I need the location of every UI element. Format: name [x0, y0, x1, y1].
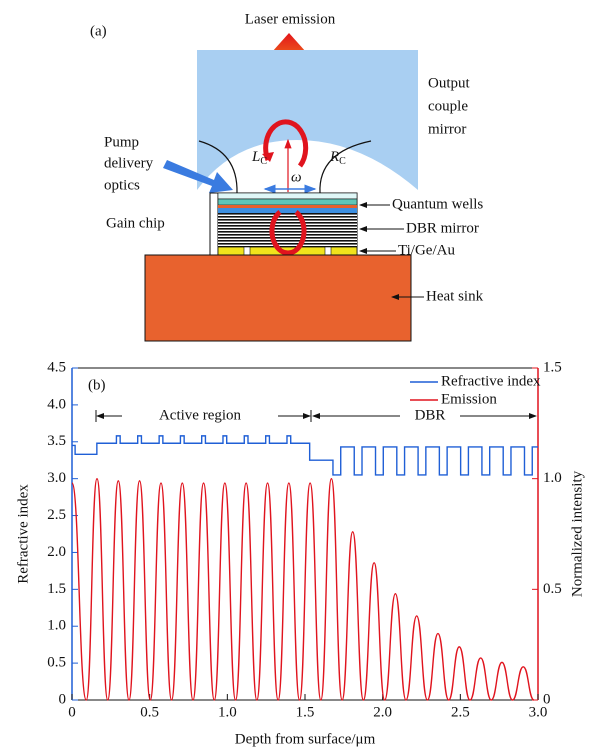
cavity-mode — [263, 119, 309, 168]
y2-tick-label: 0.5 — [543, 581, 562, 597]
chip-mode — [269, 210, 307, 256]
symbol: R — [329, 149, 339, 165]
symbol: L — [251, 149, 260, 165]
pump-label: Pump — [104, 134, 139, 150]
y2-tick-label: 1.0 — [543, 470, 562, 486]
beam-waist-label: ω — [291, 169, 302, 185]
cavity-length-label: LC — [251, 149, 267, 167]
y2-axis-label: Normalized intensity — [569, 470, 585, 597]
metal-gap — [324, 246, 332, 256]
x-axis-label: Depth from surface/μm — [235, 731, 376, 747]
dbr-layer — [218, 213, 357, 247]
annotation: Active region — [159, 407, 242, 423]
series-line — [72, 435, 538, 476]
pump-arrow — [163, 160, 233, 193]
metal-gap — [243, 246, 251, 256]
quantum-well-layer — [217, 198, 358, 206]
y-tick-label: 4.0 — [47, 396, 66, 412]
heat-sink-label: Heat sink — [426, 288, 484, 304]
y-tick-label: 3.0 — [47, 470, 66, 486]
mirror-label: Output — [428, 75, 471, 91]
y-tick-label: 2.0 — [47, 544, 66, 560]
metal-label: Ti/Ge/Au — [398, 242, 455, 258]
legend-label: Refractive index — [441, 373, 541, 389]
pump-label: optics — [104, 177, 140, 193]
cavity-line — [198, 140, 238, 194]
x-tick-label: 1.0 — [218, 704, 237, 720]
annotation: DBR — [415, 407, 446, 423]
diagram: (a) Laser emission Output couple mirror … — [90, 11, 484, 342]
gain-chip-label: Gain chip — [106, 215, 165, 231]
x-tick-label: 0.5 — [140, 704, 159, 720]
pump-label: delivery — [104, 155, 154, 171]
chart: 0 0.5 1.0 1.5 2.0 2.5 3.000.51.01.52.02.53.03.… — [15, 359, 585, 747]
output-mirror — [197, 50, 418, 190]
y-tick-label: 0 — [59, 691, 67, 707]
cavity-line — [319, 140, 372, 194]
y-axis-label: Refractive index — [15, 484, 31, 584]
x-tick-label: 3.0 — [529, 704, 548, 720]
y-tick-label: 1.0 — [47, 618, 66, 634]
gain-chip-bracket — [209, 192, 218, 256]
laser-emission-label: Laser emission — [245, 11, 336, 27]
x-tick-label: 2.0 — [373, 704, 392, 720]
y2-tick-label: 0 — [543, 691, 551, 707]
panel-label: (b) — [88, 377, 106, 393]
y-tick-label: 1.5 — [47, 581, 66, 597]
radius-label: RC — [329, 149, 346, 167]
chip-layer — [217, 192, 358, 200]
x-tick-label: 2.5 — [451, 704, 470, 720]
subscript: C — [339, 156, 346, 167]
y-tick-label: 3.5 — [47, 433, 66, 449]
dbr-mirror-label: DBR mirror — [406, 220, 479, 236]
chip-layer — [218, 208, 357, 213]
mirror-label: mirror — [428, 121, 466, 137]
heat-sink — [144, 254, 412, 342]
y-tick-label: 2.5 — [47, 507, 66, 523]
y-tick-label: 4.5 — [47, 359, 66, 375]
quantum-wells-label: Quantum wells — [392, 196, 483, 212]
subscript: C — [260, 156, 267, 167]
series-line — [71, 477, 535, 701]
x-tick-label: 0 — [68, 704, 76, 720]
legend-label: Emission — [441, 391, 497, 407]
y-tick-label: 0.5 — [47, 655, 66, 671]
x-tick-label: 1.5 — [296, 704, 315, 720]
cavity-mode — [262, 152, 274, 162]
y2-tick-label: 1.5 — [543, 359, 562, 375]
mirror-label: couple — [428, 98, 468, 114]
panel-label: (a) — [90, 23, 107, 39]
chip-layer — [218, 205, 357, 208]
